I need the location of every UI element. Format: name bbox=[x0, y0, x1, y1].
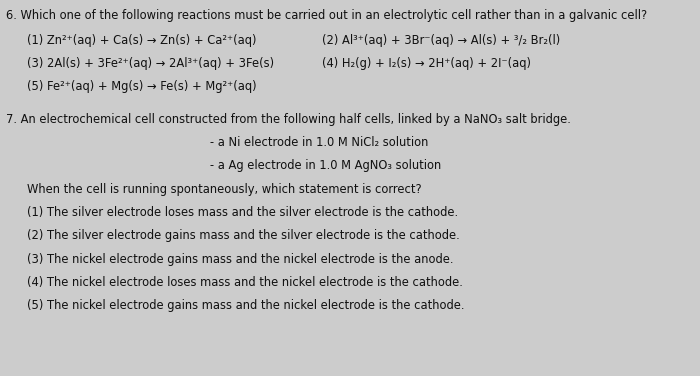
Text: - a Ni electrode in 1.0 M NiCl₂ solution: - a Ni electrode in 1.0 M NiCl₂ solution bbox=[210, 136, 428, 149]
Text: 7. An electrochemical cell constructed from the following half cells, linked by : 7. An electrochemical cell constructed f… bbox=[6, 113, 570, 126]
Text: (1) Zn²⁺(aq) + Ca(s) → Zn(s) + Ca²⁺(aq): (1) Zn²⁺(aq) + Ca(s) → Zn(s) + Ca²⁺(aq) bbox=[27, 34, 256, 47]
Text: (1) The silver electrode loses mass and the silver electrode is the cathode.: (1) The silver electrode loses mass and … bbox=[27, 206, 458, 219]
Text: (5) Fe²⁺(aq) + Mg(s) → Fe(s) + Mg²⁺(aq): (5) Fe²⁺(aq) + Mg(s) → Fe(s) + Mg²⁺(aq) bbox=[27, 80, 256, 94]
Text: (2) The silver electrode gains mass and the silver electrode is the cathode.: (2) The silver electrode gains mass and … bbox=[27, 229, 459, 243]
Text: 6. Which one of the following reactions must be carried out in an electrolytic c: 6. Which one of the following reactions … bbox=[6, 9, 647, 23]
Text: When the cell is running spontaneously, which statement is correct?: When the cell is running spontaneously, … bbox=[27, 183, 421, 196]
Text: (4) The nickel electrode loses mass and the nickel electrode is the cathode.: (4) The nickel electrode loses mass and … bbox=[27, 276, 463, 289]
Text: (3) The nickel electrode gains mass and the nickel electrode is the anode.: (3) The nickel electrode gains mass and … bbox=[27, 253, 453, 266]
Text: (5) The nickel electrode gains mass and the nickel electrode is the cathode.: (5) The nickel electrode gains mass and … bbox=[27, 299, 464, 312]
Text: (4) H₂(g) + I₂(s) → 2H⁺(aq) + 2I⁻(aq): (4) H₂(g) + I₂(s) → 2H⁺(aq) + 2I⁻(aq) bbox=[322, 57, 531, 70]
Text: (3) 2Al(s) + 3Fe²⁺(aq) → 2Al³⁺(aq) + 3Fe(s): (3) 2Al(s) + 3Fe²⁺(aq) → 2Al³⁺(aq) + 3Fe… bbox=[27, 57, 274, 70]
Text: (2) Al³⁺(aq) + 3Br⁻(aq) → Al(s) + ³/₂ Br₂(l): (2) Al³⁺(aq) + 3Br⁻(aq) → Al(s) + ³/₂ Br… bbox=[322, 34, 560, 47]
Text: - a Ag electrode in 1.0 M AgNO₃ solution: - a Ag electrode in 1.0 M AgNO₃ solution bbox=[210, 159, 441, 173]
